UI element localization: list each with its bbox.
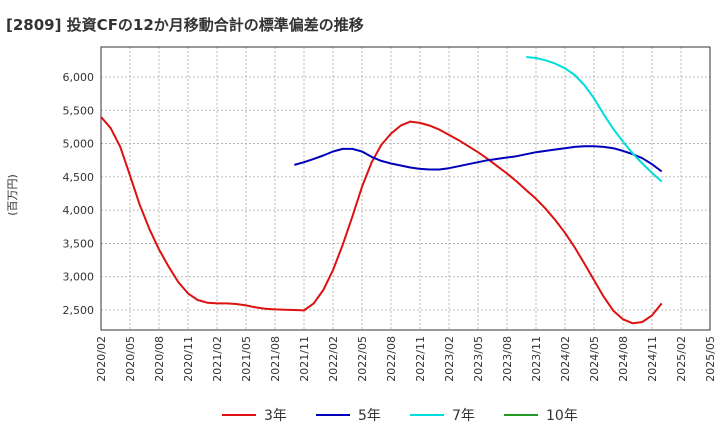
y-tick-label: 6,000 — [63, 71, 95, 84]
x-tick-label: 2024/08 — [617, 336, 630, 382]
x-tick-label: 2022/08 — [385, 336, 398, 382]
legend-label-1: 5年 — [358, 408, 381, 424]
y-tick-label: 5,000 — [63, 138, 95, 151]
x-tick-label: 2021/02 — [211, 336, 224, 382]
x-tick-label: 2020/05 — [124, 336, 137, 382]
plot-area: 2,500 3,000 3,500 4,000 4,500 5,000 5,500 6,000… — [63, 46, 717, 382]
x-tick-label: 2023/02 — [443, 336, 456, 382]
x-tick-label: 2020/02 — [95, 336, 108, 382]
x-tick-label: 2021/08 — [269, 336, 282, 382]
series-line-2 — [526, 56, 663, 183]
x-tick-label: 2021/11 — [298, 336, 311, 382]
x-tick-label: 2020/11 — [182, 336, 195, 382]
legend: 3年 5年 7年 10年 — [222, 408, 578, 424]
plot-background — [101, 47, 710, 330]
x-tick-label: 2023/05 — [472, 336, 485, 382]
x-tick-label: 2022/11 — [414, 336, 427, 382]
x-tick-label: 2024/02 — [559, 336, 572, 382]
y-tick-label: 4,500 — [63, 171, 95, 184]
series-line-1 — [294, 145, 663, 173]
legend-label-3: 10年 — [546, 408, 578, 424]
series-line-0 — [100, 116, 663, 325]
y-tick-label: 3,000 — [63, 271, 95, 284]
y-axis-label: (百万円) — [6, 174, 19, 216]
x-tick-label: 2024/05 — [588, 336, 601, 382]
x-tick-label: 2024/11 — [646, 336, 659, 382]
y-tick-label: 2,500 — [63, 304, 95, 317]
chart-title: [2809] 投資CFの12か月移動合計の標準偏差の推移 — [6, 16, 364, 34]
x-tick-label: 2022/05 — [356, 336, 369, 382]
x-tick-label: 2022/02 — [327, 336, 340, 382]
x-tick-label: 2020/08 — [153, 336, 166, 382]
x-tick-label: 2025/02 — [675, 336, 688, 382]
plot-frame — [100, 46, 711, 331]
x-tick-label: 2023/08 — [501, 336, 514, 382]
y-tick-label: 4,000 — [63, 204, 95, 217]
y-tick-label: 3,500 — [63, 237, 95, 250]
x-tick-label: 2025/05 — [704, 336, 717, 382]
x-tick-label: 2021/05 — [240, 336, 253, 382]
x-tick-label: 2023/11 — [530, 336, 543, 382]
legend-label-0: 3年 — [264, 408, 287, 424]
y-tick-label: 5,500 — [63, 104, 95, 117]
legend-label-2: 7年 — [452, 408, 475, 424]
